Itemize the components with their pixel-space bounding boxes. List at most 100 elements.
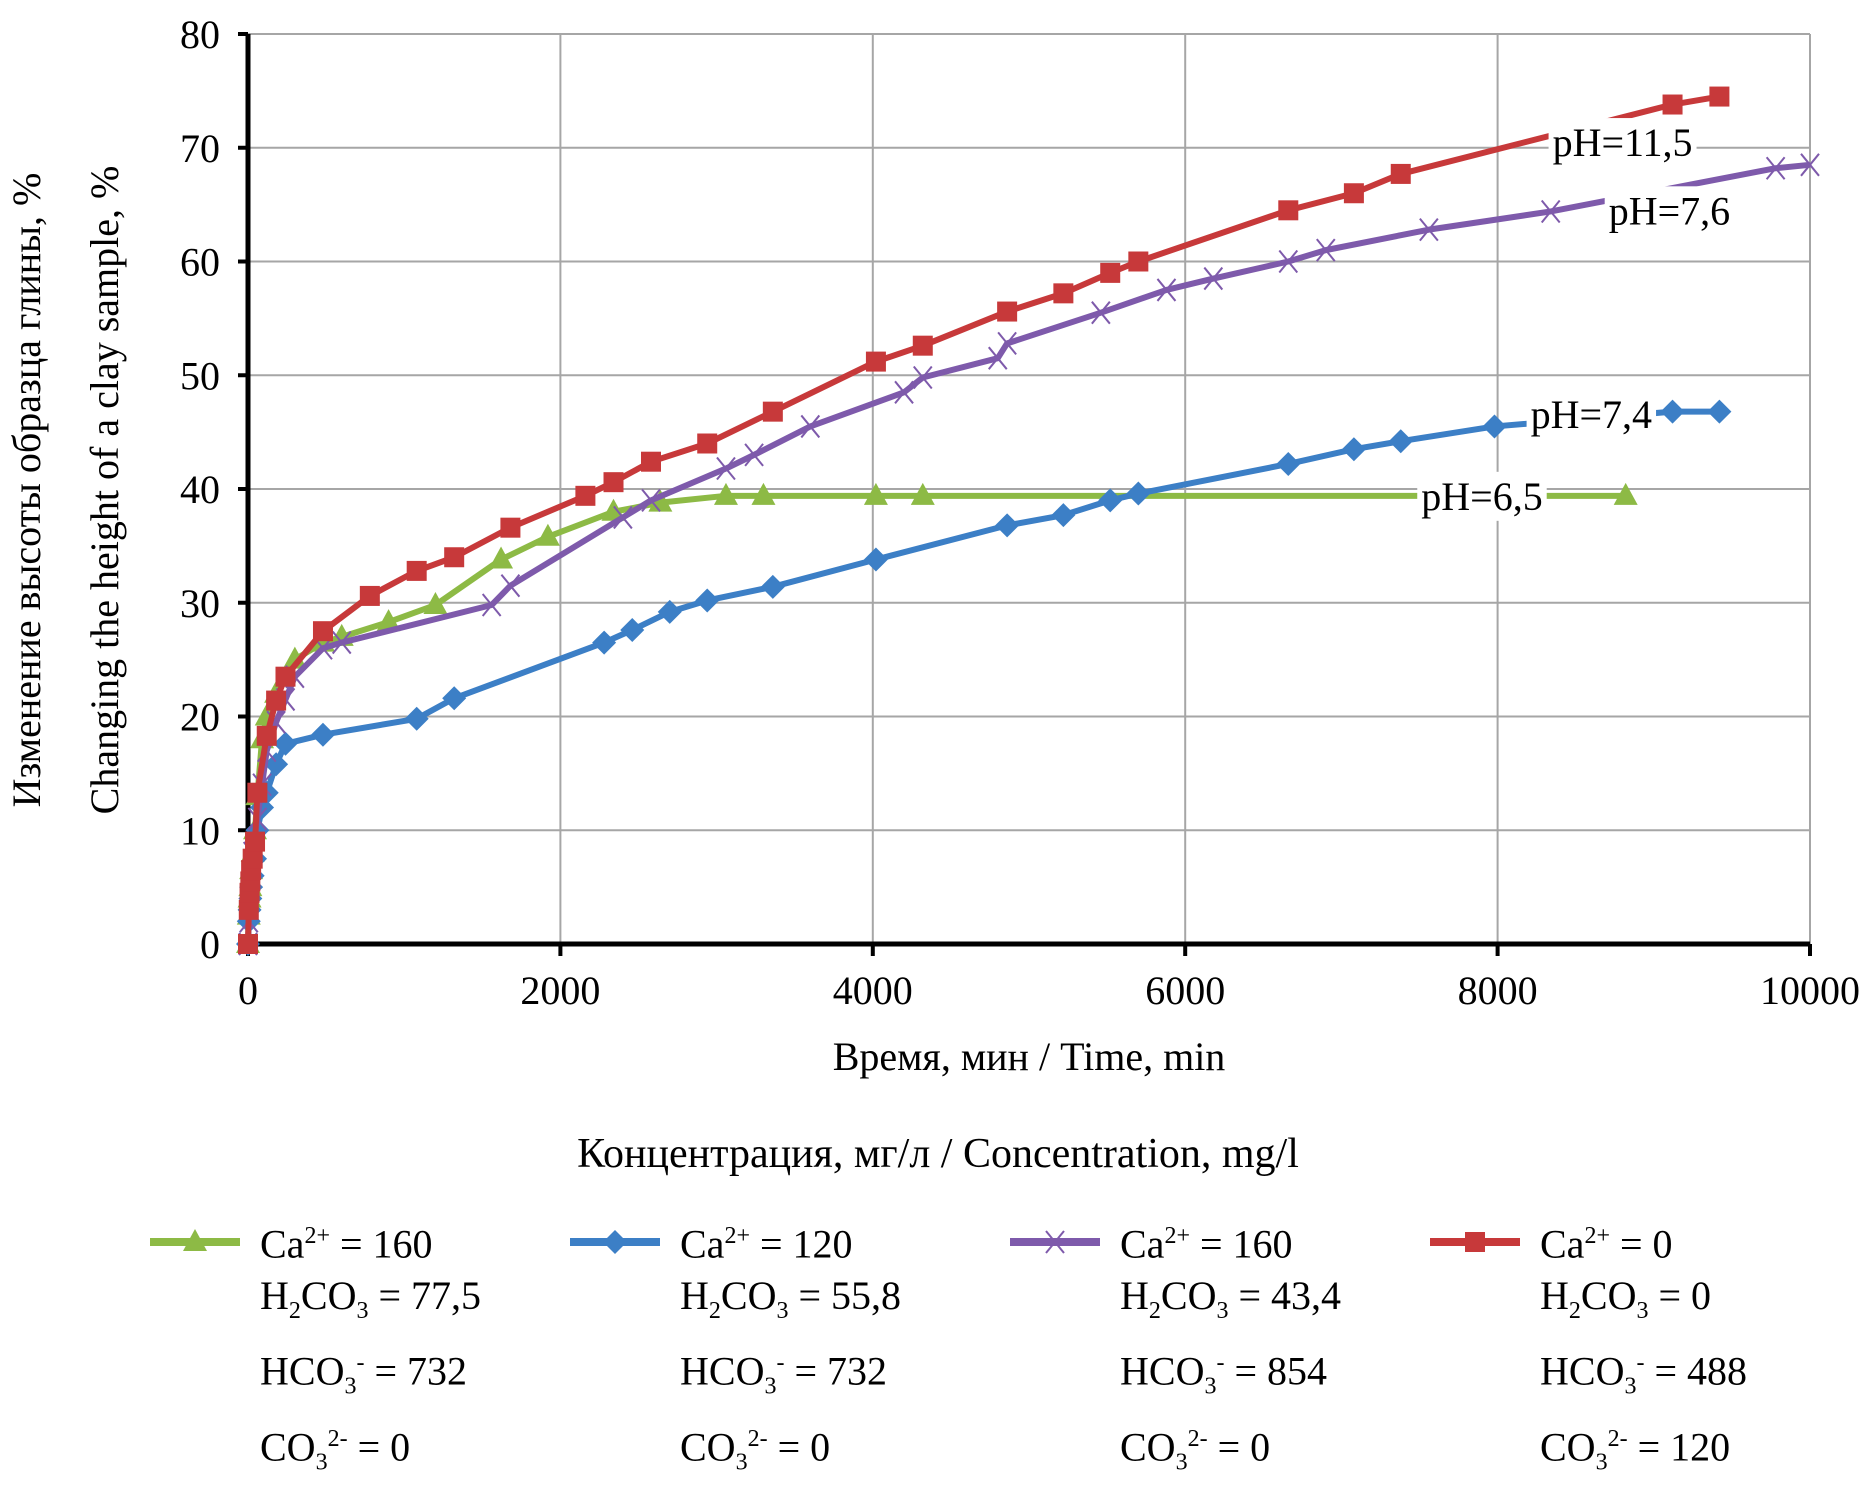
legend-line-text: Ca2+ = 160 xyxy=(1120,1221,1293,1267)
legend-line-text: Ca2+ = 0 xyxy=(1540,1221,1673,1267)
legend-line-text: H2CO3 = 43,4 xyxy=(1120,1273,1342,1325)
data-point xyxy=(282,646,307,669)
data-point xyxy=(912,335,933,356)
data-point xyxy=(256,725,277,746)
data-point xyxy=(592,630,617,655)
data-point xyxy=(1343,183,1364,204)
data-point xyxy=(1091,301,1111,325)
data-point xyxy=(1278,249,1299,274)
legend-line-text: Ca2+ = 160 xyxy=(260,1221,433,1267)
tick-labels: 0 10 20 30 40 50 60 70 80 0 2000 4000 6000 8000 10000 xyxy=(180,12,1860,1013)
series-annotation: pH=11,5 xyxy=(1553,120,1693,165)
series-annotation: pH=7,4 xyxy=(1531,392,1652,437)
data-point xyxy=(359,585,380,606)
y-tick-label: 30 xyxy=(180,581,220,626)
data-point xyxy=(913,365,933,390)
data-point xyxy=(603,472,624,493)
legend-line-text: HCO3- = 488 xyxy=(1540,1348,1748,1400)
y-tick-label: 50 xyxy=(180,353,220,398)
legend-line-text: HCO3- = 732 xyxy=(260,1348,468,1400)
data-point xyxy=(744,443,764,467)
data-point xyxy=(442,686,467,711)
y-tick-label: 10 xyxy=(180,808,220,853)
legend-marker xyxy=(603,1230,627,1254)
data-point xyxy=(695,588,720,613)
series-line xyxy=(245,161,1811,945)
data-point xyxy=(1051,503,1076,528)
data-point xyxy=(331,630,352,655)
data-point xyxy=(1100,262,1121,283)
data-point xyxy=(910,482,935,505)
data-point xyxy=(273,731,298,756)
data-point xyxy=(1540,199,1561,224)
data-point xyxy=(1390,163,1411,184)
data-point xyxy=(264,752,289,777)
data-point xyxy=(481,593,502,617)
data-point xyxy=(640,451,661,472)
data-point xyxy=(535,523,560,546)
data-point xyxy=(1278,200,1299,221)
data-point xyxy=(1098,488,1123,513)
annotation-bg xyxy=(1548,118,1697,168)
data-point xyxy=(247,782,268,803)
legend-marker xyxy=(183,1229,207,1251)
data-point xyxy=(310,722,335,747)
legend-line-text: HCO3- = 854 xyxy=(1120,1348,1328,1400)
y-tick-label: 70 xyxy=(180,126,220,171)
data-point xyxy=(245,831,266,852)
data-point xyxy=(238,899,259,920)
x-axis-title: Время, мин / Time, min xyxy=(833,1034,1226,1079)
legend-line-text: H2CO3 = 55,8 xyxy=(680,1273,902,1325)
data-point xyxy=(762,401,783,422)
legend-marker xyxy=(1465,1232,1485,1252)
data-point xyxy=(1128,251,1149,272)
x-tick-label: 4000 xyxy=(833,968,913,1013)
legend-line-text: H2CO3 = 0 xyxy=(1540,1273,1712,1325)
x-tick-label: 10000 xyxy=(1760,968,1860,1013)
y-tick-label: 20 xyxy=(180,695,220,740)
data-point xyxy=(1388,429,1413,454)
legend-swatch-triangle-icon xyxy=(150,1229,240,1251)
y-tick-label: 60 xyxy=(180,240,220,285)
legend-line-text: Ca2+ = 120 xyxy=(680,1221,853,1267)
series-ph-7-6 xyxy=(238,153,1820,956)
data-point xyxy=(1765,156,1786,180)
y-tick-label: 80 xyxy=(180,12,220,57)
legend-line-text: CO32- = 120 xyxy=(1540,1423,1731,1475)
data-point xyxy=(500,574,521,598)
data-point xyxy=(275,666,296,687)
data-point xyxy=(1341,437,1366,462)
series-annotation: pH=6,5 xyxy=(1421,474,1542,519)
annotation-bg xyxy=(1604,186,1735,236)
series-layer xyxy=(236,86,1820,956)
legend-line-text: H2CO3 = 77,5 xyxy=(260,1273,482,1325)
data-point xyxy=(697,433,718,454)
data-point xyxy=(1662,94,1683,115)
data-point xyxy=(1053,283,1074,304)
data-point xyxy=(863,482,888,505)
data-point xyxy=(713,482,738,505)
data-point xyxy=(1660,399,1685,424)
data-point xyxy=(760,574,785,599)
data-point xyxy=(423,592,448,615)
data-point xyxy=(987,346,1008,370)
data-point xyxy=(238,934,258,954)
data-point xyxy=(266,690,287,711)
data-point xyxy=(1276,451,1301,476)
data-point xyxy=(1316,238,1336,262)
y-axis-title-ru: Изменение высоты образца глины, % xyxy=(4,173,49,808)
data-point xyxy=(1203,266,1224,291)
annotation-bg xyxy=(1417,471,1547,521)
data-point xyxy=(1613,482,1638,505)
series-ph-11-5 xyxy=(238,86,1730,954)
data-point xyxy=(500,517,521,538)
data-point xyxy=(1482,414,1507,439)
legend-line-text: HCO3- = 732 xyxy=(680,1348,888,1400)
x-tick-label: 0 xyxy=(238,968,258,1013)
data-point xyxy=(613,505,633,530)
data-point xyxy=(1419,218,1439,242)
legend-line-text: CO32- = 0 xyxy=(260,1423,411,1475)
x-tick-label: 6000 xyxy=(1145,968,1225,1013)
data-point xyxy=(376,609,401,632)
